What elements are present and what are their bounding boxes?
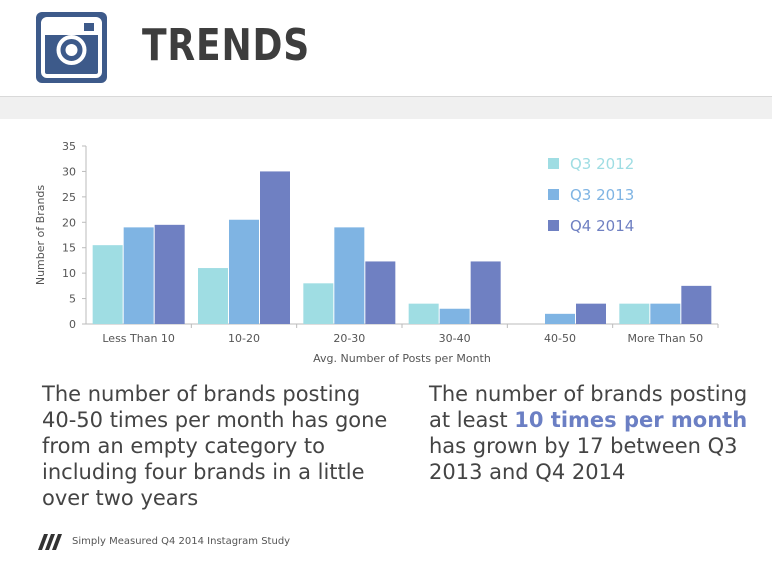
legend-swatch (548, 189, 559, 200)
bar (92, 245, 123, 324)
x-tick-label: More Than 50 (627, 332, 703, 345)
bar (260, 171, 290, 324)
bar (303, 283, 334, 324)
instagram-camera-icon (36, 12, 107, 83)
bar-chart: 0 5 10 15 20 25 30 35 Number of Brands Less Than … (34, 140, 719, 365)
legend-label: Q4 2014 (570, 217, 634, 235)
legend-label: Q3 2013 (570, 186, 634, 204)
bar (123, 227, 154, 324)
y-tick-label: 25 (62, 191, 76, 204)
content-area (0, 119, 772, 565)
note-right: The number of brands posting at least 10… (429, 381, 759, 485)
bar (439, 308, 470, 324)
note-left: The number of brands posting 40-50 times… (42, 382, 388, 510)
x-tick-label: 40-50 (544, 332, 576, 345)
bar (198, 268, 228, 324)
legend-swatch (548, 220, 559, 231)
bar (650, 303, 681, 324)
bar (681, 285, 712, 324)
y-tick-label: 5 (69, 293, 76, 306)
header: TRENDS (0, 0, 772, 96)
bar (470, 261, 501, 324)
x-tick-label: Less Than 10 (102, 332, 175, 345)
y-tick-label: 0 (69, 318, 76, 331)
legend-swatch (548, 158, 559, 169)
bar (619, 303, 650, 324)
x-tick-label: 20-30 (333, 332, 365, 345)
bar (229, 219, 259, 324)
bar (408, 303, 439, 324)
note-right-highlight: 10 times per month (514, 408, 748, 432)
note-right-post: has grown by 17 between Q3 2013 and Q4 2… (429, 434, 738, 484)
y-tick-label: 10 (62, 267, 76, 280)
y-tick-label: 30 (62, 165, 76, 178)
divider-band (0, 96, 772, 119)
bar (334, 227, 365, 324)
bar (545, 313, 575, 324)
bar (576, 303, 606, 324)
y-tick-label: 35 (62, 140, 76, 153)
page-title: TRENDS (142, 20, 311, 71)
x-axis-title: Avg. Number of Posts per Month (313, 352, 491, 365)
bar (154, 224, 185, 324)
footer-text: Simply Measured Q4 2014 Instagram Study (72, 536, 291, 547)
y-tick-label: 15 (62, 242, 76, 255)
y-tick-label: 20 (62, 216, 76, 229)
simply-measured-logo-icon (38, 534, 62, 550)
x-tick-label: 30-40 (439, 332, 471, 345)
legend-label: Q3 2012 (570, 155, 634, 173)
note-right-pre: The number of brands posting at least (429, 382, 748, 432)
x-tick-label: 10-20 (228, 332, 260, 345)
y-axis-title: Number of Brands (34, 185, 47, 286)
bar (365, 261, 396, 324)
